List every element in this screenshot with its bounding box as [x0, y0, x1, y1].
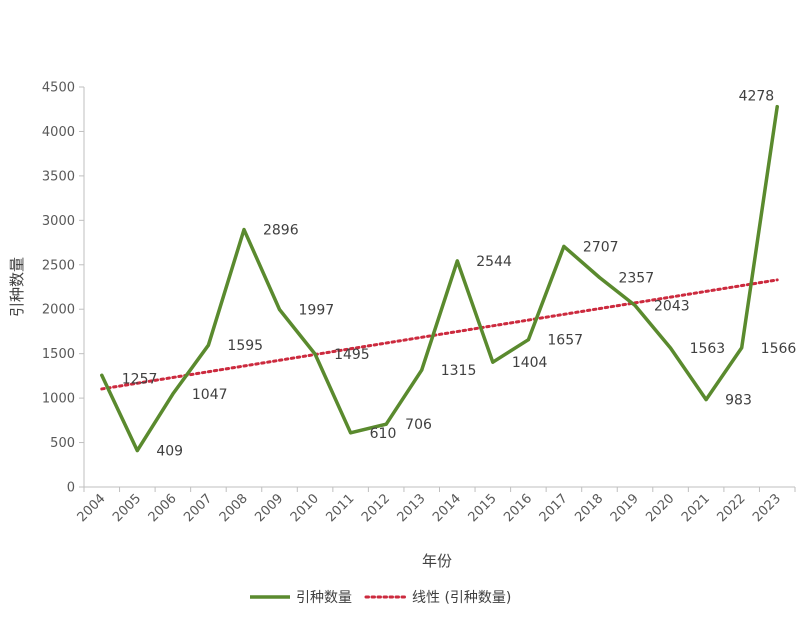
x-axis-ticks: 2004 2005 2006 2007 2008 2009 2010 2011 2012 2013… — [75, 487, 796, 525]
data-label: 1315 — [441, 363, 477, 379]
series-group — [100, 104, 779, 453]
x-tick-label: 2017 — [537, 491, 571, 525]
data-point — [278, 307, 282, 311]
data-label: 2357 — [618, 270, 654, 286]
x-tick-label: 2019 — [608, 491, 642, 525]
data-point — [704, 398, 708, 402]
data-point — [740, 346, 744, 350]
data-point — [669, 346, 673, 350]
x-tick-label: 2004 — [75, 491, 109, 525]
data-label: 1404 — [512, 355, 548, 371]
trendline — [100, 278, 779, 391]
data-point — [775, 105, 779, 109]
data-point — [313, 352, 317, 356]
x-tick-label: 2009 — [252, 491, 286, 525]
data-point — [171, 392, 175, 396]
data-point — [491, 360, 495, 364]
x-tick-label: 2012 — [359, 491, 393, 525]
data-label: 4278 — [739, 89, 775, 105]
y-tick-label: 3500 — [42, 169, 75, 184]
x-tick-label: 2018 — [572, 491, 606, 525]
legend: 引种数量 线性 (引种数量) — [250, 590, 511, 606]
data-point — [562, 244, 566, 248]
data-point — [420, 368, 424, 372]
data-label: 2043 — [654, 298, 690, 314]
data-point — [349, 431, 353, 435]
data-point — [100, 373, 104, 377]
data-point — [526, 338, 530, 342]
y-tick-label: 1000 — [42, 392, 75, 407]
x-tick-label: 2006 — [146, 491, 180, 525]
y-tick-label: 500 — [50, 436, 75, 451]
x-tick-label: 2022 — [714, 491, 748, 525]
data-label: 1563 — [690, 341, 726, 357]
data-labels: 1257 409 1047 1595 2896 1997 1495 610 706 1315 254… — [122, 89, 797, 460]
y-tick-label: 2500 — [42, 258, 75, 273]
y-tick-label: 3000 — [42, 214, 75, 229]
data-label: 1595 — [227, 338, 263, 354]
x-tick-label: 2013 — [395, 491, 429, 525]
data-label: 1657 — [547, 333, 583, 349]
y-tick-label: 2000 — [42, 303, 75, 318]
data-label: 2544 — [476, 254, 512, 270]
data-label: 1566 — [761, 341, 797, 357]
data-label: 983 — [725, 393, 752, 409]
data-label: 706 — [405, 417, 432, 433]
data-label: 1997 — [299, 302, 335, 318]
data-label: 409 — [156, 444, 183, 460]
legend-trend-label: 线性 (引种数量) — [412, 590, 511, 606]
data-point — [384, 422, 388, 426]
data-point — [455, 259, 459, 263]
x-tick-label: 2023 — [750, 491, 784, 525]
x-tick-label: 2020 — [643, 491, 677, 525]
x-tick-label: 2015 — [466, 491, 500, 525]
x-tick-label: 2014 — [430, 491, 464, 525]
x-tick-label: 2008 — [217, 491, 251, 525]
x-tick-label: 2011 — [323, 491, 357, 525]
data-label: 1047 — [192, 387, 228, 403]
legend-series-label: 引种数量 — [296, 590, 352, 606]
trendline-group — [100, 278, 779, 391]
x-tick-label: 2007 — [181, 491, 215, 525]
data-point — [597, 275, 601, 279]
data-point — [135, 449, 139, 453]
data-label: 2707 — [583, 239, 619, 255]
y-tick-label: 0 — [67, 481, 75, 496]
data-label: 1495 — [334, 347, 370, 363]
data-point — [206, 343, 210, 347]
data-point — [242, 228, 246, 232]
x-axis-title: 年份 — [422, 552, 452, 570]
y-axis-title: 引种数量 — [8, 257, 26, 317]
x-tick-label: 2021 — [679, 491, 713, 525]
data-label: 2896 — [263, 223, 299, 239]
y-axis-ticks: 0 500 1000 1500 2000 2500 3000 3500 4000 4500 — [42, 81, 84, 496]
data-label: 610 — [370, 426, 397, 442]
y-tick-label: 4000 — [42, 125, 75, 140]
data-label: 1257 — [122, 371, 158, 387]
series-line — [100, 104, 779, 453]
x-tick-label: 2005 — [110, 491, 144, 525]
y-tick-label: 4500 — [42, 81, 75, 96]
axes — [83, 87, 795, 488]
x-tick-label: 2016 — [501, 491, 535, 525]
x-tick-label: 2010 — [288, 491, 322, 525]
data-point — [633, 303, 637, 307]
y-tick-label: 1500 — [42, 347, 75, 362]
